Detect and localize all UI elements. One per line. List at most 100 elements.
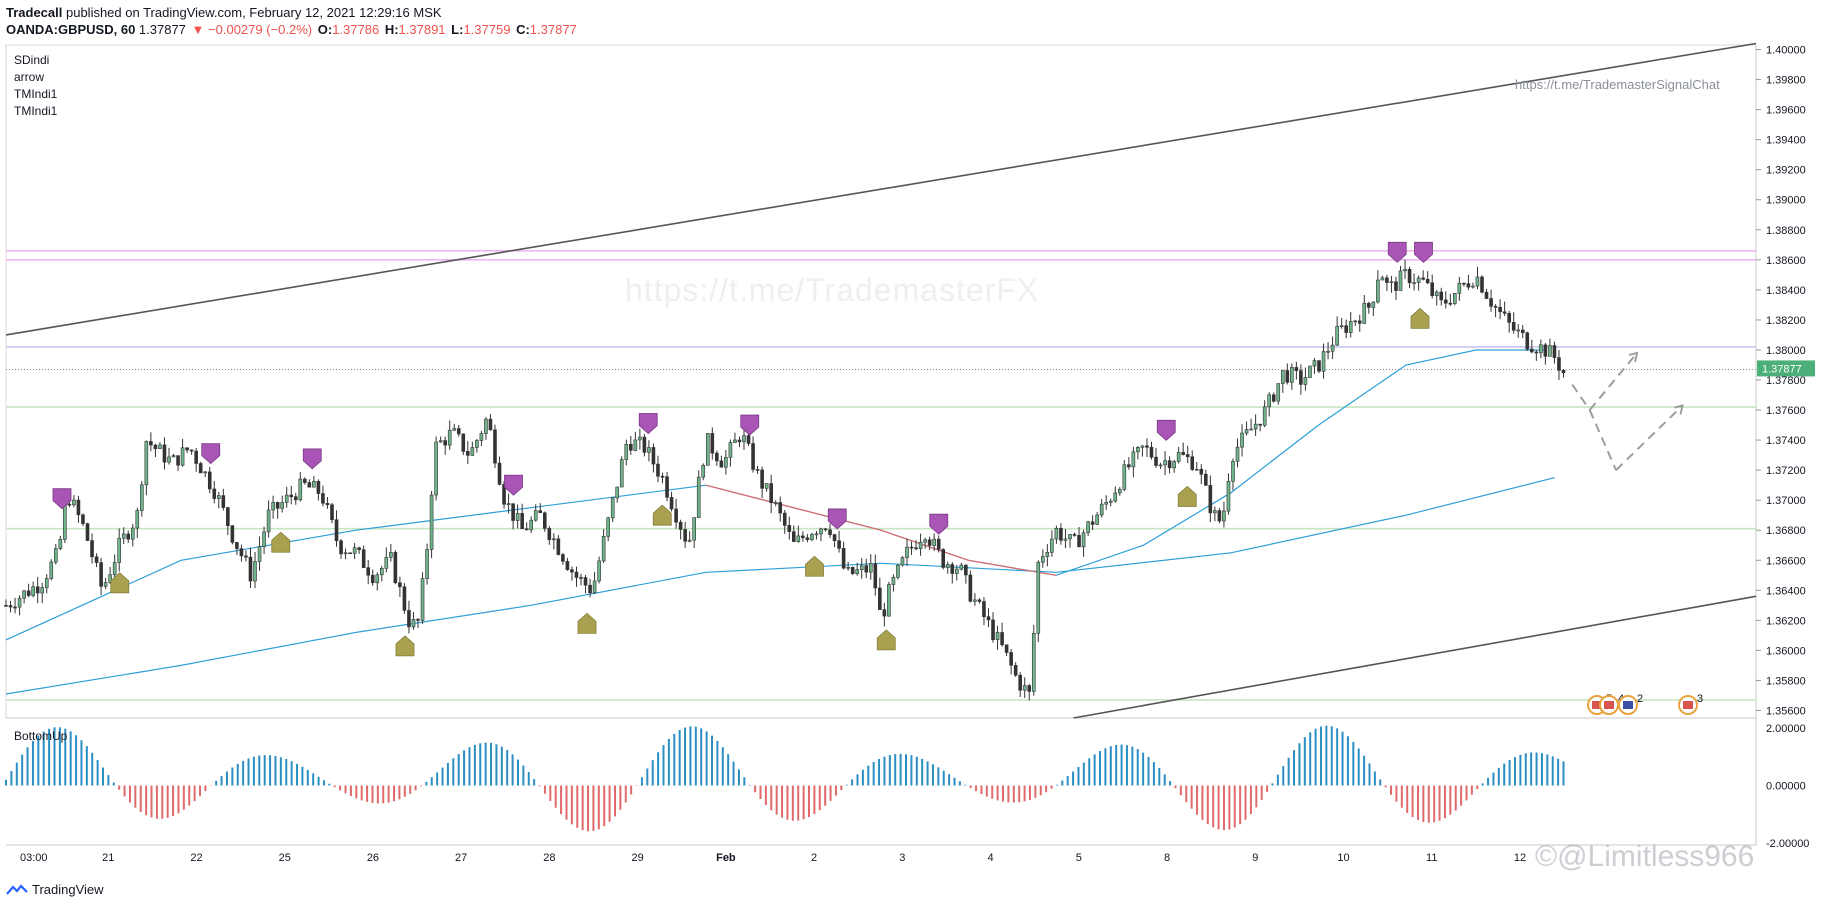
candle[interactable] — [954, 564, 959, 581]
candle[interactable] — [701, 463, 706, 481]
candle[interactable] — [1520, 325, 1525, 339]
candle[interactable] — [633, 431, 638, 452]
candle[interactable] — [733, 432, 737, 443]
bottomup-label[interactable]: BottomUp — [14, 729, 68, 743]
candle[interactable] — [303, 477, 307, 485]
candle[interactable] — [262, 526, 266, 555]
candle[interactable] — [1013, 662, 1018, 677]
candle[interactable] — [932, 533, 936, 551]
candle[interactable] — [1443, 291, 1448, 309]
sell-signal-marker[interactable] — [740, 414, 760, 436]
candle[interactable] — [579, 573, 583, 586]
candle[interactable] — [1511, 312, 1516, 334]
candle[interactable] — [1480, 275, 1484, 294]
candle[interactable] — [58, 535, 63, 551]
candle[interactable] — [407, 600, 411, 634]
candle[interactable] — [1367, 301, 1371, 314]
candle[interactable] — [1258, 423, 1262, 432]
candle[interactable] — [357, 546, 361, 554]
candle[interactable] — [375, 572, 380, 591]
candle[interactable] — [597, 556, 601, 584]
candle[interactable] — [678, 519, 683, 540]
candle[interactable] — [837, 530, 841, 553]
candle[interactable] — [1557, 350, 1561, 381]
candle[interactable] — [665, 471, 669, 502]
candle[interactable] — [615, 486, 620, 503]
candle[interactable] — [982, 597, 986, 626]
candle[interactable] — [31, 581, 35, 598]
candle[interactable] — [656, 455, 660, 483]
candle[interactable] — [1389, 275, 1394, 293]
candle[interactable] — [17, 595, 22, 616]
candle[interactable] — [167, 447, 171, 465]
candle[interactable] — [764, 483, 769, 492]
candle[interactable] — [606, 516, 610, 542]
channel-line-0[interactable] — [5, 42, 1757, 336]
candle[interactable] — [1199, 464, 1204, 485]
candle[interactable] — [1018, 672, 1022, 697]
candle[interactable] — [334, 510, 339, 547]
candle[interactable] — [1167, 456, 1172, 474]
candle[interactable] — [425, 543, 429, 585]
candle[interactable] — [1036, 560, 1041, 643]
candle[interactable] — [964, 564, 968, 584]
footer-brand[interactable]: TradingView — [6, 882, 104, 897]
candle[interactable] — [1226, 473, 1231, 515]
buy-signal-marker[interactable] — [577, 612, 597, 634]
candle[interactable] — [452, 423, 457, 432]
candle[interactable] — [782, 509, 787, 534]
candle[interactable] — [389, 543, 393, 562]
buy-signal-marker[interactable] — [805, 555, 824, 577]
candle[interactable] — [638, 428, 642, 450]
candle[interactable] — [968, 570, 973, 603]
candle[interactable] — [8, 600, 13, 613]
candle[interactable] — [819, 527, 823, 542]
candle[interactable] — [176, 455, 180, 471]
candle[interactable] — [185, 447, 189, 453]
candle[interactable] — [574, 566, 579, 587]
sell-signal-marker[interactable] — [1387, 241, 1407, 263]
candle[interactable] — [479, 431, 484, 446]
candle[interactable] — [117, 528, 121, 572]
candle[interactable] — [900, 556, 905, 567]
candle[interactable] — [1335, 316, 1339, 347]
candle[interactable] — [171, 453, 176, 458]
candle[interactable] — [1072, 532, 1077, 537]
candle[interactable] — [366, 559, 371, 585]
sell-signal-marker[interactable] — [1414, 241, 1433, 263]
candle[interactable] — [828, 523, 832, 539]
candle[interactable] — [1204, 469, 1208, 486]
candle[interactable] — [140, 480, 144, 517]
projection-leg[interactable] — [1588, 409, 1617, 471]
candle[interactable] — [991, 612, 995, 643]
candle[interactable] — [22, 590, 26, 604]
candle[interactable] — [918, 533, 923, 556]
candle[interactable] — [1222, 501, 1226, 528]
candle[interactable] — [1434, 289, 1439, 306]
candle[interactable] — [298, 472, 303, 502]
candle[interactable] — [1027, 684, 1032, 701]
candle[interactable] — [352, 543, 357, 560]
candle[interactable] — [1108, 498, 1113, 507]
candle[interactable] — [1231, 458, 1235, 491]
candle[interactable] — [339, 539, 343, 559]
candle[interactable] — [94, 553, 99, 568]
candle[interactable] — [610, 497, 615, 523]
candle[interactable] — [1213, 506, 1217, 522]
candle[interactable] — [280, 495, 284, 513]
candle[interactable] — [443, 436, 447, 455]
candle[interactable] — [1475, 266, 1480, 290]
candle[interactable] — [927, 536, 932, 550]
candle[interactable] — [1376, 270, 1380, 304]
candle[interactable] — [470, 441, 475, 456]
candle[interactable] — [1004, 644, 1009, 657]
candle[interactable] — [253, 551, 257, 589]
candle[interactable] — [719, 455, 724, 468]
candle[interactable] — [1357, 314, 1362, 332]
candle[interactable] — [1416, 275, 1421, 291]
candle[interactable] — [35, 576, 40, 604]
candle[interactable] — [846, 561, 850, 571]
candle[interactable] — [561, 553, 565, 565]
sell-signal-marker[interactable] — [1156, 419, 1176, 441]
candle[interactable] — [1312, 357, 1317, 374]
